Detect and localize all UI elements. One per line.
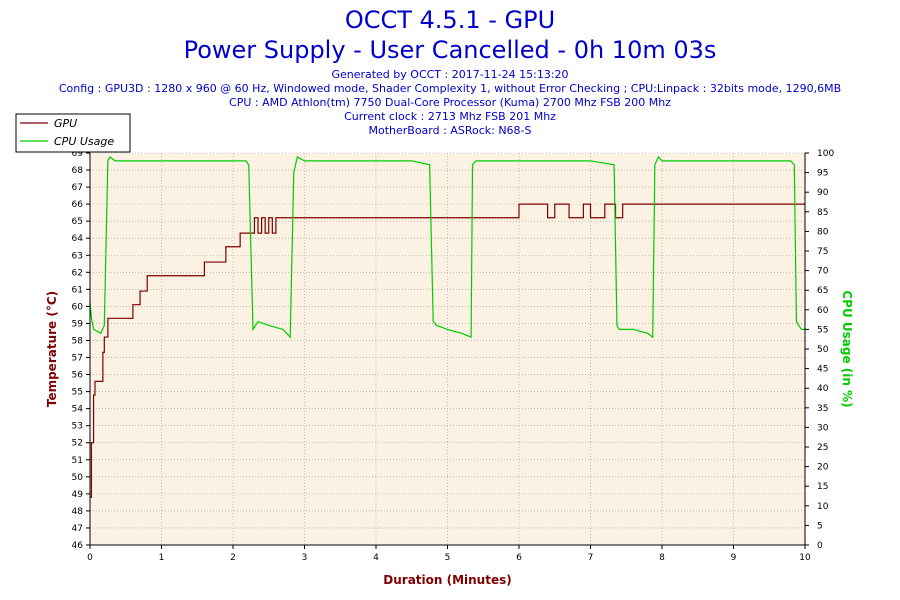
series-line-cpu-usage [89, 155, 805, 339]
info-cpu: CPU : AMD Athlon(tm) 7750 Dual-Core Proc… [229, 96, 671, 109]
y-left-tick-label: 62 [72, 268, 83, 278]
x-tick-label: 0 [87, 553, 93, 563]
y-right-tick-label: 95 [817, 169, 828, 179]
x-tick-label: 10 [799, 553, 811, 563]
info-current-clock: Current clock : 2713 Mhz FSB 201 Mhz [344, 110, 556, 123]
y-left-tick-label: 56 [72, 371, 84, 381]
y-right-tick-label: 55 [817, 325, 828, 335]
y-left-tick-label: 64 [72, 234, 84, 244]
y-left-axis-title: Temperature (°C) [45, 291, 59, 407]
y-right-tick-label: 70 [817, 267, 829, 277]
x-tick-label: 7 [588, 553, 594, 563]
y-left-tick-label: 53 [72, 422, 83, 432]
chart-title: OCCT 4.5.1 - GPU [344, 6, 556, 34]
y-right-tick-label: 45 [817, 365, 828, 375]
y-left-tick-label: 60 [72, 302, 84, 312]
y-left-tick-label: 61 [72, 285, 83, 295]
legend-label-gpu: GPU [54, 117, 77, 130]
y-left-tick-label: 69 [72, 149, 84, 159]
y-right-tick-label: 75 [817, 247, 828, 257]
y-right-tick-label: 90 [817, 188, 829, 198]
y-left-tick-label: 59 [72, 319, 84, 329]
x-tick-label: 1 [159, 553, 165, 563]
y-left-tick-label: 63 [72, 251, 83, 261]
y-left-tick-label: 55 [72, 388, 83, 398]
y-left-tick-label: 46 [72, 541, 84, 551]
y-left-tick-label: 52 [72, 439, 83, 449]
y-left-tick-label: 50 [72, 473, 84, 483]
y-right-tick-label: 15 [817, 482, 828, 492]
legend-label-cpu: CPU Usage [54, 135, 114, 148]
y-left-tick-label: 54 [72, 405, 84, 415]
info-motherboard: MotherBoard : ASRock: N68-S [368, 124, 532, 137]
y-left-tick-label: 57 [72, 354, 83, 364]
y-left-tick-label: 49 [72, 490, 84, 500]
y-left-tick-label: 48 [72, 507, 84, 517]
y-right-tick-label: 20 [817, 463, 829, 473]
x-tick-label: 4 [373, 553, 379, 563]
x-tick-label: 3 [302, 553, 308, 563]
y-right-tick-label: 10 [817, 502, 829, 512]
y-right-axis-title: CPU Usage (in %) [840, 290, 854, 407]
y-right-tick-label: 65 [817, 286, 828, 296]
y-right-tick-label: 5 [817, 521, 823, 531]
x-tick-label: 8 [659, 553, 665, 563]
y-right-tick-label: 40 [817, 384, 829, 394]
x-tick-label: 9 [731, 553, 737, 563]
y-left-tick-label: 66 [72, 200, 84, 210]
y-right-tick-label: 35 [817, 404, 828, 414]
x-tick-label: 5 [445, 553, 451, 563]
y-right-tick-label: 25 [817, 443, 828, 453]
x-tick-label: 6 [516, 553, 522, 563]
y-left-tick-label: 51 [72, 456, 83, 466]
y-right-tick-label: 80 [817, 227, 829, 237]
x-tick-label: 2 [230, 553, 236, 563]
info-generated: Generated by OCCT : 2017-11-24 15:13:20 [331, 68, 569, 81]
series-line-gpu [90, 203, 805, 498]
y-left-tick-label: 58 [72, 336, 84, 346]
y-left-tick-label: 67 [72, 183, 83, 193]
y-right-tick-label: 60 [817, 306, 829, 316]
chart-subtitle: Power Supply - User Cancelled - 0h 10m 0… [183, 36, 717, 64]
y-right-tick-label: 100 [817, 149, 834, 159]
y-left-tick-label: 68 [72, 166, 84, 176]
y-left-tick-label: 47 [72, 524, 83, 534]
y-left-tick-label: 65 [72, 217, 83, 227]
y-right-tick-label: 0 [817, 541, 823, 551]
x-axis-title: Duration (Minutes) [383, 573, 511, 587]
y-right-tick-label: 85 [817, 208, 828, 218]
y-right-tick-label: 50 [817, 345, 829, 355]
y-right-tick-label: 30 [817, 423, 829, 433]
info-config: Config : GPU3D : 1280 x 960 @ 60 Hz, Win… [58, 82, 842, 95]
legend-box [15, 113, 131, 153]
